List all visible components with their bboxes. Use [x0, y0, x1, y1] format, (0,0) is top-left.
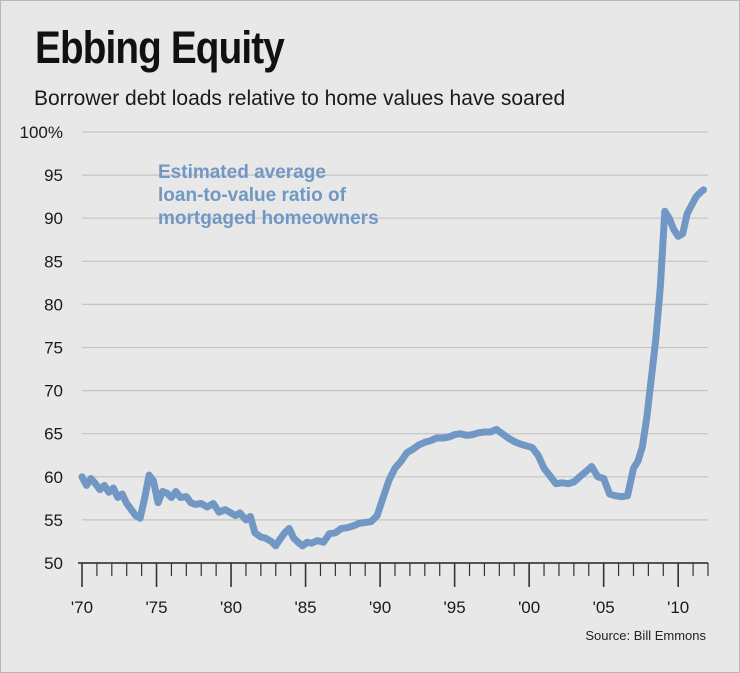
y-tick-label: 85: [44, 252, 63, 271]
annotation-line: Estimated average: [158, 162, 326, 183]
source-note: Source: Bill Emmons: [585, 628, 706, 643]
series-layer: [78, 186, 707, 550]
gridlines: [82, 131, 708, 521]
x-tick-label: '70: [71, 598, 93, 617]
x-tick-label: '05: [593, 598, 615, 617]
y-tick-label: 60: [44, 468, 63, 487]
y-tick-label: 55: [44, 511, 63, 530]
x-tick-label: '10: [667, 598, 689, 617]
chart-title: Ebbing Equity: [35, 22, 285, 73]
x-tick-label: '80: [220, 598, 242, 617]
chart-subtitle: Borrower debt loads relative to home val…: [34, 87, 566, 110]
y-axis-tick-labels: 50 55 60 65 70 75 80 85 90 95 100%: [20, 123, 63, 573]
x-axis: '70 '75 '80 '85 '90 '95 '00 '05 '10: [71, 562, 709, 617]
x-tick-label: '85: [294, 598, 316, 617]
series-line-ltv: [78, 186, 707, 550]
x-tick-label: '75: [145, 598, 167, 617]
x-tick-label: '95: [444, 598, 466, 617]
y-tick-label: 70: [44, 382, 63, 401]
y-tick-label: 100%: [20, 123, 63, 142]
x-tick-label: '90: [369, 598, 391, 617]
annotation-line: loan-to-value ratio of: [158, 185, 347, 206]
y-tick-label: 65: [44, 425, 63, 444]
y-tick-label: 80: [44, 295, 63, 314]
y-tick-label: 50: [44, 554, 63, 573]
annotation-line: mortgaged homeowners: [158, 208, 379, 229]
y-tick-label: 90: [44, 209, 63, 228]
x-tick-label: '00: [518, 598, 540, 617]
y-tick-label: 75: [44, 339, 63, 358]
y-tick-label: 95: [44, 166, 63, 185]
